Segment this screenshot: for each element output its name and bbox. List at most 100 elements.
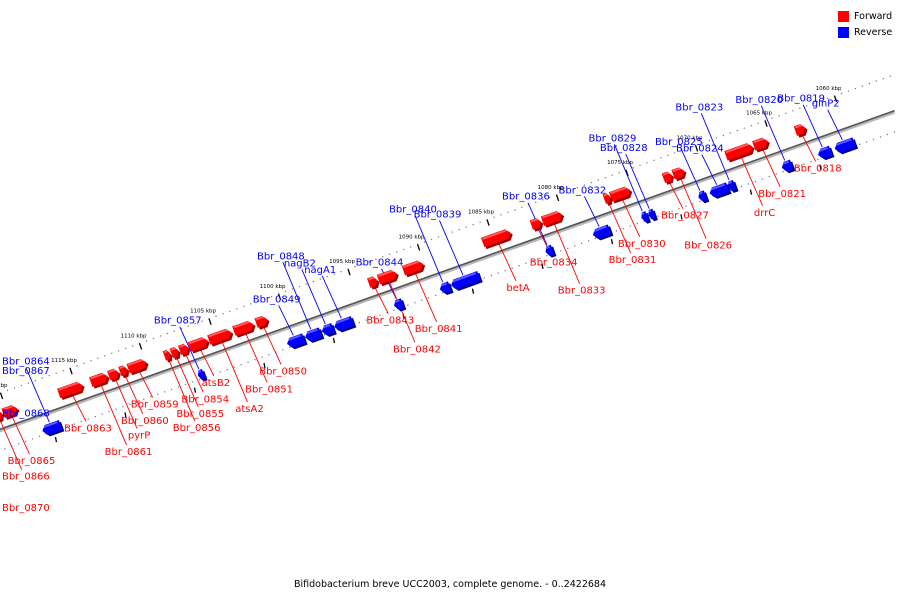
gene-Bbr_0866[interactable] <box>0 409 6 424</box>
gene-nagB2[interactable] <box>320 322 337 338</box>
leader-line <box>553 223 581 284</box>
gene-label: Bbr_0866 <box>2 472 50 483</box>
gene-label: Bbr_0834 <box>530 257 578 268</box>
scale-tick-label: 1120 kbp <box>0 383 8 389</box>
gene-features <box>0 122 859 439</box>
leader-line <box>802 104 823 148</box>
leader-line <box>414 215 444 283</box>
gene-pyrP[interactable] <box>107 367 122 383</box>
gene-Bbr_0861[interactable] <box>89 371 111 389</box>
gene-Bbr_0849[interactable] <box>285 333 308 351</box>
gene-Bbr_0860[interactable] <box>118 364 131 379</box>
leader-line <box>740 156 764 207</box>
gene-label: Bbr_0864 <box>2 357 50 368</box>
leader-line <box>11 416 30 455</box>
gene-Bbr_0855[interactable] <box>169 346 183 361</box>
gene-Bbr_0842[interactable] <box>376 268 401 287</box>
gene-label: Bbr_0839 <box>414 209 462 220</box>
gene-label: Bbr_0823 <box>675 102 723 113</box>
gene-label: Bbr_0859 <box>131 400 179 411</box>
gene-atsB2[interactable] <box>187 335 212 354</box>
gene-label: Bbr_0841 <box>415 324 463 335</box>
gene-label: Bbr_0842 <box>393 344 441 355</box>
gene-label: Bbr_0830 <box>618 239 666 250</box>
gene-label: Bbr_0840 <box>389 204 437 215</box>
gene-Bbr_0859[interactable] <box>126 357 151 376</box>
gene-Bbr_0831[interactable] <box>602 192 614 206</box>
gene-betA[interactable] <box>481 227 514 250</box>
gene-label: Bbr_0865 <box>8 456 56 467</box>
gene-Bbr_0824[interactable] <box>708 182 732 201</box>
gene-Bbr_0865[interactable] <box>1 403 21 420</box>
gene-label: Bbr_0819 <box>777 94 825 105</box>
gene-Bbr_0839[interactable] <box>449 271 483 293</box>
gene-Bbr_0850[interactable] <box>254 314 271 330</box>
leader-line <box>321 275 342 319</box>
gene-label: Bbr_0854 <box>181 394 229 405</box>
gene-Bbr_0854[interactable] <box>177 342 192 357</box>
gene-Bbr_0843[interactable] <box>367 275 381 290</box>
gene-Bbr_0848[interactable] <box>303 327 325 345</box>
gene-label: Bbr_0868 <box>2 408 50 419</box>
gene-atsA2[interactable] <box>207 327 235 347</box>
gene-label: Bbr_0836 <box>502 192 550 203</box>
leader-line <box>200 349 215 376</box>
gene-label: Bbr_0850 <box>259 367 307 378</box>
gene-Bbr_0844[interactable] <box>392 298 407 313</box>
gene-label: Bbr_0832 <box>559 185 607 196</box>
gene-Bbr_0825[interactable] <box>697 190 710 205</box>
gene-Bbr_0820[interactable] <box>780 159 796 175</box>
leader-line <box>762 148 781 188</box>
scale-ticks: 1060 kbp 1065 kbp 1070 kbp 1075 kbp 1080 kbp… <box>0 86 842 443</box>
gene-Bbr_0826[interactable] <box>671 166 688 182</box>
leader-line <box>100 384 127 446</box>
scale-tick-mark <box>208 318 212 325</box>
gene-label: Bbr_0825 <box>655 137 703 148</box>
gene-Bbr_0828[interactable] <box>647 208 658 222</box>
scale-tick-label: 1075 kbp <box>607 160 633 166</box>
gene-Bbr_0819[interactable] <box>816 145 835 162</box>
gene-Bbr_0836[interactable] <box>544 244 557 259</box>
gene-Bbr_0818[interactable] <box>793 122 809 138</box>
leader-line <box>221 341 248 403</box>
gene-label: nagA1 <box>304 265 336 276</box>
leader-line <box>185 354 204 393</box>
gene-Bbr_0832[interactable] <box>591 224 614 242</box>
gene-label: Bbr_0833 <box>558 286 606 297</box>
gene-label: Bbr_0849 <box>253 294 301 305</box>
gene-label: atsB2 <box>202 378 230 389</box>
leader-line <box>245 333 268 383</box>
legend-item-reverse: Reverse <box>838 25 892 40</box>
gene-leader-lines <box>0 104 843 470</box>
gene-Bbr_0851[interactable] <box>232 319 257 338</box>
gene-Bbr_0833[interactable] <box>540 209 566 228</box>
gene-Bbr_0864[interactable] <box>41 420 65 439</box>
gene-Bbr_0827[interactable] <box>661 170 676 185</box>
gene-Bbr_0830[interactable] <box>608 185 634 204</box>
gene-glnP2[interactable] <box>833 137 859 156</box>
scale-tick-label: 1115 kbp <box>51 358 77 364</box>
legend: Forward Reverse <box>838 9 892 41</box>
gene-label: betA <box>506 283 529 294</box>
scale-tick-mark <box>416 244 421 251</box>
gene-Bbr_0841[interactable] <box>401 259 427 278</box>
scale-tick-label: 1065 kbp <box>746 111 772 117</box>
gene-label: Bbr_0820 <box>735 95 783 106</box>
gene-Bbr_0829[interactable] <box>640 211 652 225</box>
figure-caption: Bifidobacterium breve UCC2003, complete … <box>293 579 607 590</box>
gene-Bbr_0863[interactable] <box>57 380 86 401</box>
gene-Bbr_0857[interactable] <box>196 369 208 383</box>
scale-tick-label: 1110 kbp <box>121 333 147 339</box>
gene-Bbr_0834[interactable] <box>529 217 545 233</box>
gene-Bbr_0823[interactable] <box>726 179 739 194</box>
gene-nagA1[interactable] <box>333 316 357 335</box>
gene-Bbr_0821[interactable] <box>752 136 772 153</box>
gene-Bbr_0856[interactable] <box>162 349 174 363</box>
gene-drrC[interactable] <box>724 141 756 163</box>
gene-Bbr_0840[interactable] <box>438 281 454 297</box>
leader-line <box>608 203 631 254</box>
leader-line <box>263 326 282 365</box>
leader-line <box>827 109 843 141</box>
gene-label: drrC <box>754 208 775 219</box>
